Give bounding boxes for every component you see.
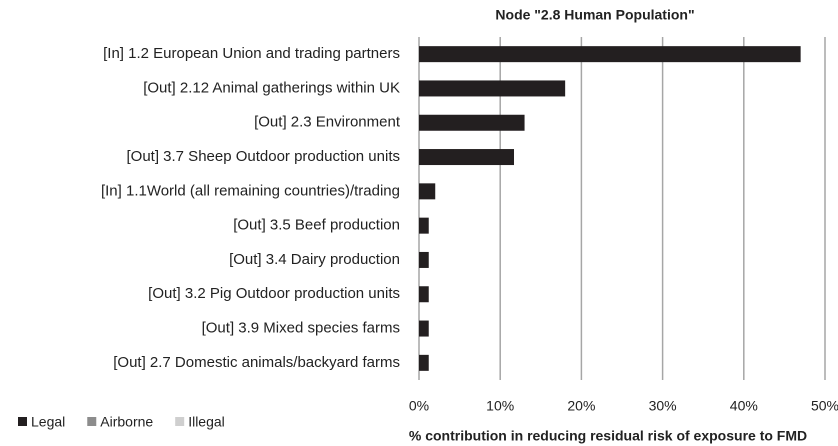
y-tick-label: [Out] 3.5 Beef production	[233, 217, 400, 234]
bar	[419, 251, 429, 268]
legend-label: Airborne	[100, 414, 153, 430]
bar	[419, 286, 429, 303]
y-tick-label: [Out] 2.3 Environment	[254, 114, 401, 131]
legend-marker	[175, 417, 185, 426]
y-tick-label: [Out] 3.4 Dairy production	[229, 251, 400, 268]
bar	[419, 183, 436, 200]
y-tick-label: [Out] 3.2 Pig Outdoor production units	[148, 285, 400, 302]
y-tick-label: [Out] 2.7 Domestic animals/backyard farm…	[113, 354, 400, 371]
x-axis-label: % contribution in reducing residual risk…	[409, 428, 807, 444]
y-tick-label: [Out] 2.12 Animal gatherings within UK	[143, 79, 400, 96]
x-tick-label: 50%	[811, 398, 838, 414]
bar	[419, 46, 801, 63]
legend-marker	[87, 417, 97, 426]
bar	[419, 354, 429, 371]
x-tick-label: 30%	[649, 398, 677, 414]
legend-label: Illegal	[188, 414, 225, 430]
legend-marker	[18, 417, 27, 426]
y-tick-label: [In] 1.2 European Union and trading part…	[103, 45, 400, 62]
x-tick-label: 10%	[486, 398, 514, 414]
y-tick-label: [In] 1.1World (all remaining countries)/…	[101, 182, 400, 199]
x-tick-label: 0%	[409, 398, 429, 414]
y-tick-label: [Out] 3.9 Mixed species farms	[202, 320, 400, 337]
legend-label: Legal	[31, 414, 65, 430]
chart-title: Node "2.8 Human Population"	[495, 7, 694, 23]
y-tick-label: [Out] 3.7 Sheep Outdoor production units	[126, 148, 400, 165]
x-tick-label: 40%	[730, 398, 758, 414]
bar	[419, 217, 429, 234]
bar	[419, 149, 515, 166]
x-tick-label: 20%	[567, 398, 595, 414]
bar	[419, 114, 525, 131]
bar	[419, 320, 429, 337]
bar	[419, 80, 566, 97]
